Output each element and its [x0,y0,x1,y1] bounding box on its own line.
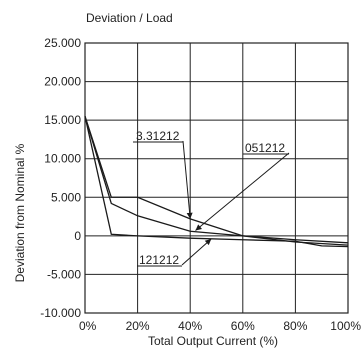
x-tick-label: 20% [126,319,150,333]
annotation-arrowhead [204,238,212,246]
annotation-label: 051212 [245,141,285,155]
annotation-label: 121212 [139,253,179,267]
annotation-pointer [195,152,290,231]
y-tick-label: 15.000 [44,113,81,127]
y-tick-label: 0 [74,229,81,243]
y-tick-label: 5.000 [51,190,81,204]
series-layer [84,116,349,248]
x-axis-label: Total Output Current (%) [148,334,278,348]
annotation-arrowhead [186,212,193,219]
y-tick-label: -5.000 [47,267,81,281]
plot-frame [84,42,349,314]
chart-title: Deviation / Load [86,11,173,25]
annotation-layer: 3.31212 051212 121212 [133,129,290,267]
y-tick-label: 25.000 [44,36,81,50]
y-tick-label: 20.000 [44,75,81,89]
y-tick-labels: -10.000 -5.000 0 5.000 10.000 15.000 20.000 25.… [40,36,81,320]
y-tick-label: 10.000 [44,152,81,166]
grid-lines [84,42,349,314]
x-tick-label: 100% [330,319,361,333]
x-tick-label: 40% [178,319,202,333]
y-tick-label: -10.000 [40,306,81,320]
y-axis-label: Deviation from Nominal % [13,143,27,282]
annotation-pointer [182,140,191,219]
annotation-label: 3.31212 [136,129,180,143]
series-line-2 [84,116,349,244]
series-line-1 [84,116,349,246]
annotation-arrowhead [195,224,202,231]
x-tick-labels: 0% 20% 40% 60% 80% 100% [79,319,361,333]
annotation-pointer [181,238,212,266]
x-tick-label: 60% [231,319,255,333]
series-line-3 [84,116,349,248]
x-tick-label: 0% [79,319,97,333]
x-tick-label: 80% [283,319,307,333]
